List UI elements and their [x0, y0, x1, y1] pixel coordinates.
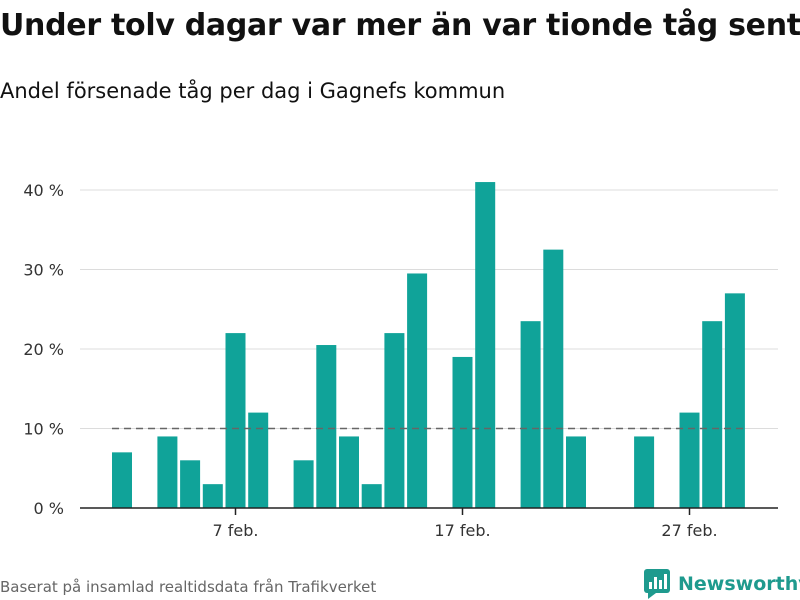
y-tick-label: 40 % — [23, 181, 64, 200]
bar — [339, 436, 359, 508]
source-note: Baserat på insamlad realtidsdata från Tr… — [0, 578, 377, 596]
bar — [520, 321, 541, 508]
bar — [202, 484, 223, 508]
bar — [361, 484, 382, 508]
x-tick-label: 27 feb. — [661, 521, 717, 540]
bar — [384, 333, 405, 508]
bar — [293, 460, 314, 508]
bar — [112, 452, 132, 508]
bar — [316, 345, 337, 508]
bar — [248, 412, 269, 508]
chart-title: Under tolv dagar var mer än var tionde t… — [0, 8, 800, 43]
y-tick-label: 30 % — [23, 261, 64, 280]
bar — [157, 436, 178, 508]
bar — [543, 249, 564, 508]
bar — [407, 273, 428, 508]
bar — [634, 436, 655, 508]
y-tick-label: 0 % — [34, 499, 64, 518]
x-tick-label: 17 feb. — [434, 521, 490, 540]
y-tick-label: 10 % — [23, 420, 64, 439]
bar — [180, 460, 201, 508]
x-tick-label: 7 feb. — [213, 521, 259, 540]
bar — [702, 321, 723, 508]
brand-logo: Newsworthy — [644, 568, 800, 600]
newsworthy-logo-icon — [644, 569, 670, 599]
bar — [724, 293, 745, 508]
bar — [679, 412, 700, 508]
bar — [475, 182, 496, 509]
brand-name: Newsworthy — [678, 573, 800, 595]
bar — [452, 356, 473, 508]
bar — [566, 436, 586, 508]
chart-subtitle: Andel försenade tåg per dag i Gagnefs ko… — [0, 79, 506, 103]
bar — [225, 333, 246, 508]
y-tick-label: 20 % — [23, 340, 64, 359]
